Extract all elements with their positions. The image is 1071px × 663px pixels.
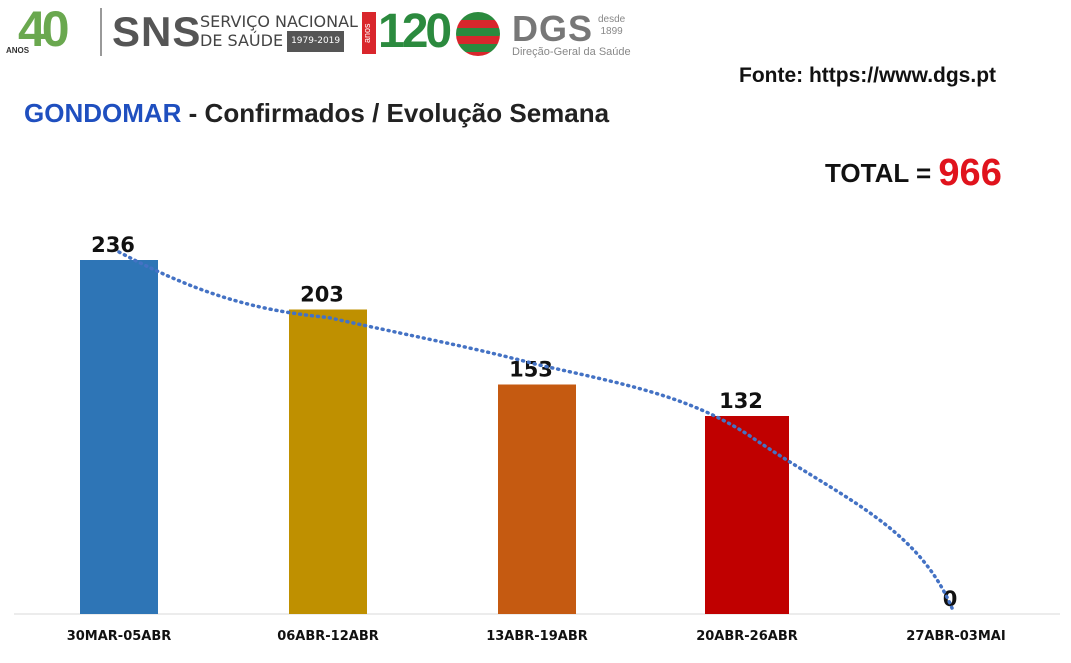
bar-13ABR-19ABR [498,384,576,614]
x-tick-label-13ABR-19ABR: 13ABR-19ABR [486,629,588,644]
logo-40-sub: ANOS [6,46,30,55]
data-label-13ABR-19ABR: 153 [509,358,553,382]
sns-line-1: SERVIÇO NACIONAL [200,12,358,31]
x-tick-label-27ABR-03MAI: 27ABR-03MAI [906,629,1005,644]
dgs-logo: DGS [512,8,594,49]
dgs-emblem-icon [456,12,500,56]
sns-logo: SNS [112,8,202,55]
logo-120-number: 120 [378,5,452,58]
total-value: 966 [938,152,1002,194]
dgs-since-year: 1899 [600,26,623,37]
sns-subtitle: SERVIÇO NACIONAL DE SAÚDE 1979-2019 [200,12,358,52]
sns-40-years-logo: 40 ANOS [4,1,94,60]
sns-years: 1979-2019 [287,31,345,52]
sns-line-2: DE SAÚDE [200,31,284,50]
source-text: Fonte: https://www.dgs.pt [739,64,997,87]
x-tick-label-06ABR-12ABR: 06ABR-12ABR [277,629,379,644]
bar-20ABR-26ABR [705,416,789,614]
x-tick-label-20ABR-26ABR: 20ABR-26ABR [696,629,798,644]
title-rest: - Confirmados / Evolução Semana [181,98,610,128]
header: 40 ANOS SNS SERVIÇO NACIONAL DE SAÚDE 197… [0,0,1071,70]
logo-40-number: 40 [18,1,70,57]
title-place: GONDOMAR [24,98,182,128]
data-label-27ABR-03MAI: 0 [943,587,958,611]
dgs-full-name: Direção-Geral da Saúde [512,46,631,58]
data-label-06ABR-12ABR: 203 [300,283,344,307]
data-label-30MAR-05ABR: 236 [91,233,135,257]
total: TOTAL = 966 [825,152,1002,195]
header-divider [100,8,102,56]
dgs-since-label: desde [598,14,626,25]
bar-30MAR-05ABR [80,260,158,614]
total-label: TOTAL = [825,158,939,188]
page-title: GONDOMAR - Confirmados / Evolução Semana [24,98,609,129]
data-label-20ABR-26ABR: 132 [719,389,763,413]
trend-line [117,250,954,610]
bar-06ABR-12ABR [289,309,367,614]
x-tick-label-30MAR-05ABR: 30MAR-05ABR [67,629,172,644]
dgs-since: desde 1899 [598,14,625,38]
